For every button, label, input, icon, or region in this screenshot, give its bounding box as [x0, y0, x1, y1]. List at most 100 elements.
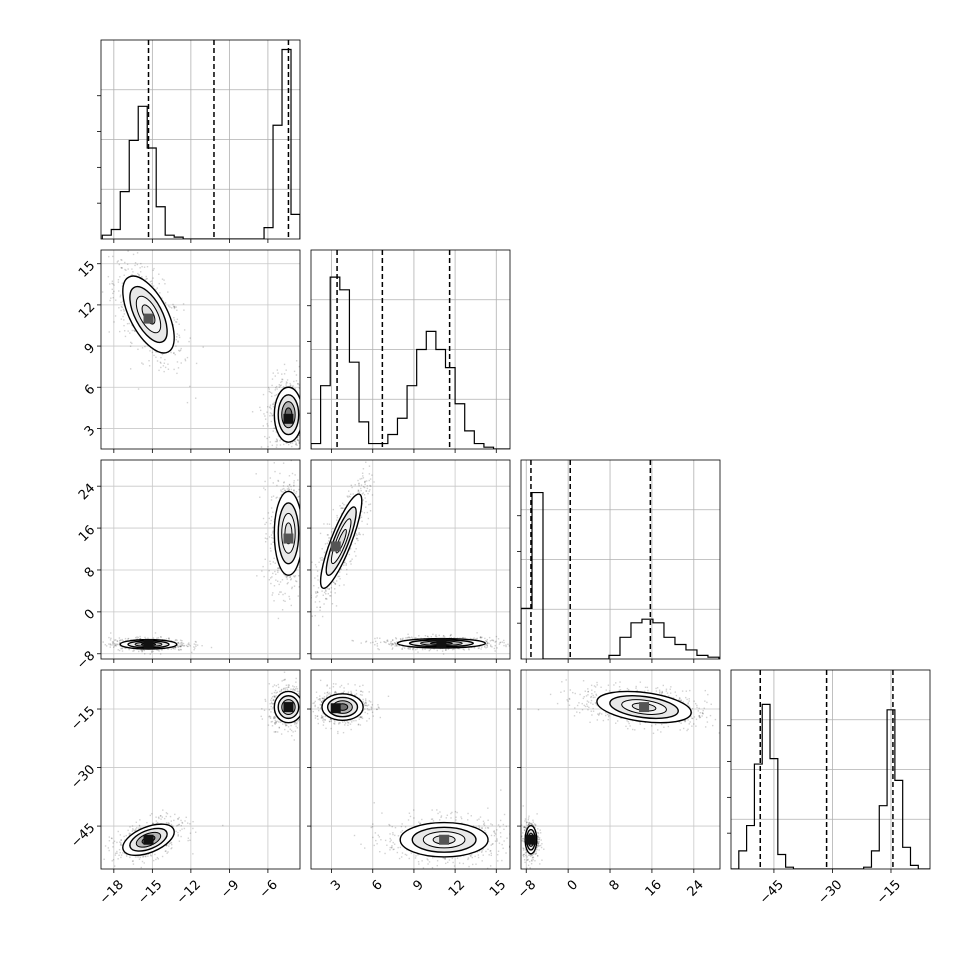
- sample-point: [177, 644, 179, 646]
- sample-point: [270, 496, 273, 498]
- sample-point: [409, 647, 411, 649]
- sample-point: [267, 425, 269, 427]
- sample-point: [114, 315, 117, 317]
- sample-point: [269, 404, 272, 406]
- sample-point: [182, 642, 185, 645]
- sample-point: [283, 363, 286, 366]
- sample-point: [388, 643, 391, 646]
- sample-point: [270, 395, 273, 398]
- sample-point: [342, 507, 344, 509]
- sample-point: [295, 360, 298, 362]
- sample-point: [296, 496, 298, 498]
- sample-point: [304, 415, 305, 416]
- sample-point: [115, 299, 117, 301]
- sample-point: [184, 359, 187, 362]
- sample-point: [369, 510, 372, 512]
- sample-point: [194, 831, 197, 833]
- sample-point: [369, 489, 371, 491]
- sample-point: [276, 369, 279, 371]
- sample-point: [357, 539, 359, 542]
- sample-point: [384, 641, 386, 643]
- sample-point: [286, 575, 289, 578]
- sample-point: [113, 639, 116, 641]
- sample-point: [349, 493, 352, 495]
- sample-point: [146, 277, 148, 280]
- sample-point: [116, 261, 119, 263]
- sample-point: [150, 650, 153, 652]
- sample-point: [178, 823, 180, 826]
- sample-point: [394, 642, 396, 644]
- sample-point: [325, 598, 327, 600]
- sample-point: [162, 809, 164, 811]
- sample-point: [346, 495, 348, 497]
- sample-point: [270, 420, 273, 423]
- sample-point: [273, 585, 276, 587]
- sample-point: [273, 731, 275, 733]
- sample-point: [150, 651, 153, 654]
- sample-point: [156, 360, 159, 362]
- sample-point: [358, 482, 360, 485]
- sample-point: [441, 650, 444, 652]
- sample-point: [391, 639, 394, 641]
- sample-point: [263, 413, 265, 415]
- histogram-bar: [407, 386, 417, 449]
- sample-point: [273, 557, 275, 559]
- sample-point: [301, 542, 302, 543]
- sample-point: [179, 645, 181, 648]
- sample-point: [365, 461, 367, 463]
- histogram-bar: [903, 847, 911, 869]
- sample-point: [155, 822, 158, 825]
- sample-point: [114, 643, 116, 645]
- sample-point: [114, 865, 116, 867]
- sample-point: [165, 815, 167, 818]
- sample-point: [120, 318, 123, 320]
- sample-point: [392, 643, 395, 646]
- sample-point: [210, 646, 213, 649]
- sample-point: [135, 828, 137, 830]
- sample-point: [285, 684, 288, 686]
- sample-point: [364, 483, 366, 485]
- sample-point: [270, 697, 273, 699]
- sample-point: [489, 640, 492, 642]
- sample-point: [167, 822, 169, 824]
- sample-point: [313, 392, 314, 393]
- sample-point: [294, 440, 297, 443]
- sample-point: [284, 689, 286, 691]
- sample-point: [288, 475, 291, 477]
- sample-point: [293, 370, 296, 373]
- sample-point: [274, 375, 276, 377]
- histogram-bar: [436, 350, 446, 450]
- sample-point: [263, 487, 265, 489]
- sample-point: [287, 458, 288, 459]
- sample-point: [308, 549, 309, 550]
- sample-point: [301, 376, 302, 377]
- sample-point: [303, 544, 304, 545]
- sample-point: [371, 474, 373, 476]
- sample-point: [302, 542, 303, 543]
- sample-point: [112, 641, 114, 643]
- sample-point: [113, 643, 115, 645]
- sample-point: [274, 722, 276, 724]
- sample-point: [291, 586, 293, 589]
- sample-point: [126, 639, 129, 642]
- sample-point: [174, 646, 177, 648]
- sample-point: [267, 724, 270, 726]
- sample-point: [366, 523, 369, 525]
- sample-point: [317, 579, 319, 581]
- sample-point: [129, 826, 131, 828]
- sample-point: [108, 643, 110, 645]
- sample-point: [108, 331, 110, 333]
- sample-point: [357, 489, 359, 492]
- sample-point: [303, 541, 304, 542]
- sample-point: [295, 686, 298, 688]
- sample-point: [298, 586, 300, 588]
- sample-point: [420, 637, 422, 640]
- sample-point: [287, 730, 289, 733]
- sample-point: [188, 340, 190, 343]
- sample-point: [155, 356, 157, 358]
- sample-point: [272, 530, 274, 532]
- sample-point: [304, 516, 305, 517]
- sample-point: [152, 269, 154, 272]
- sample-point: [283, 671, 286, 673]
- sample-point: [264, 700, 267, 702]
